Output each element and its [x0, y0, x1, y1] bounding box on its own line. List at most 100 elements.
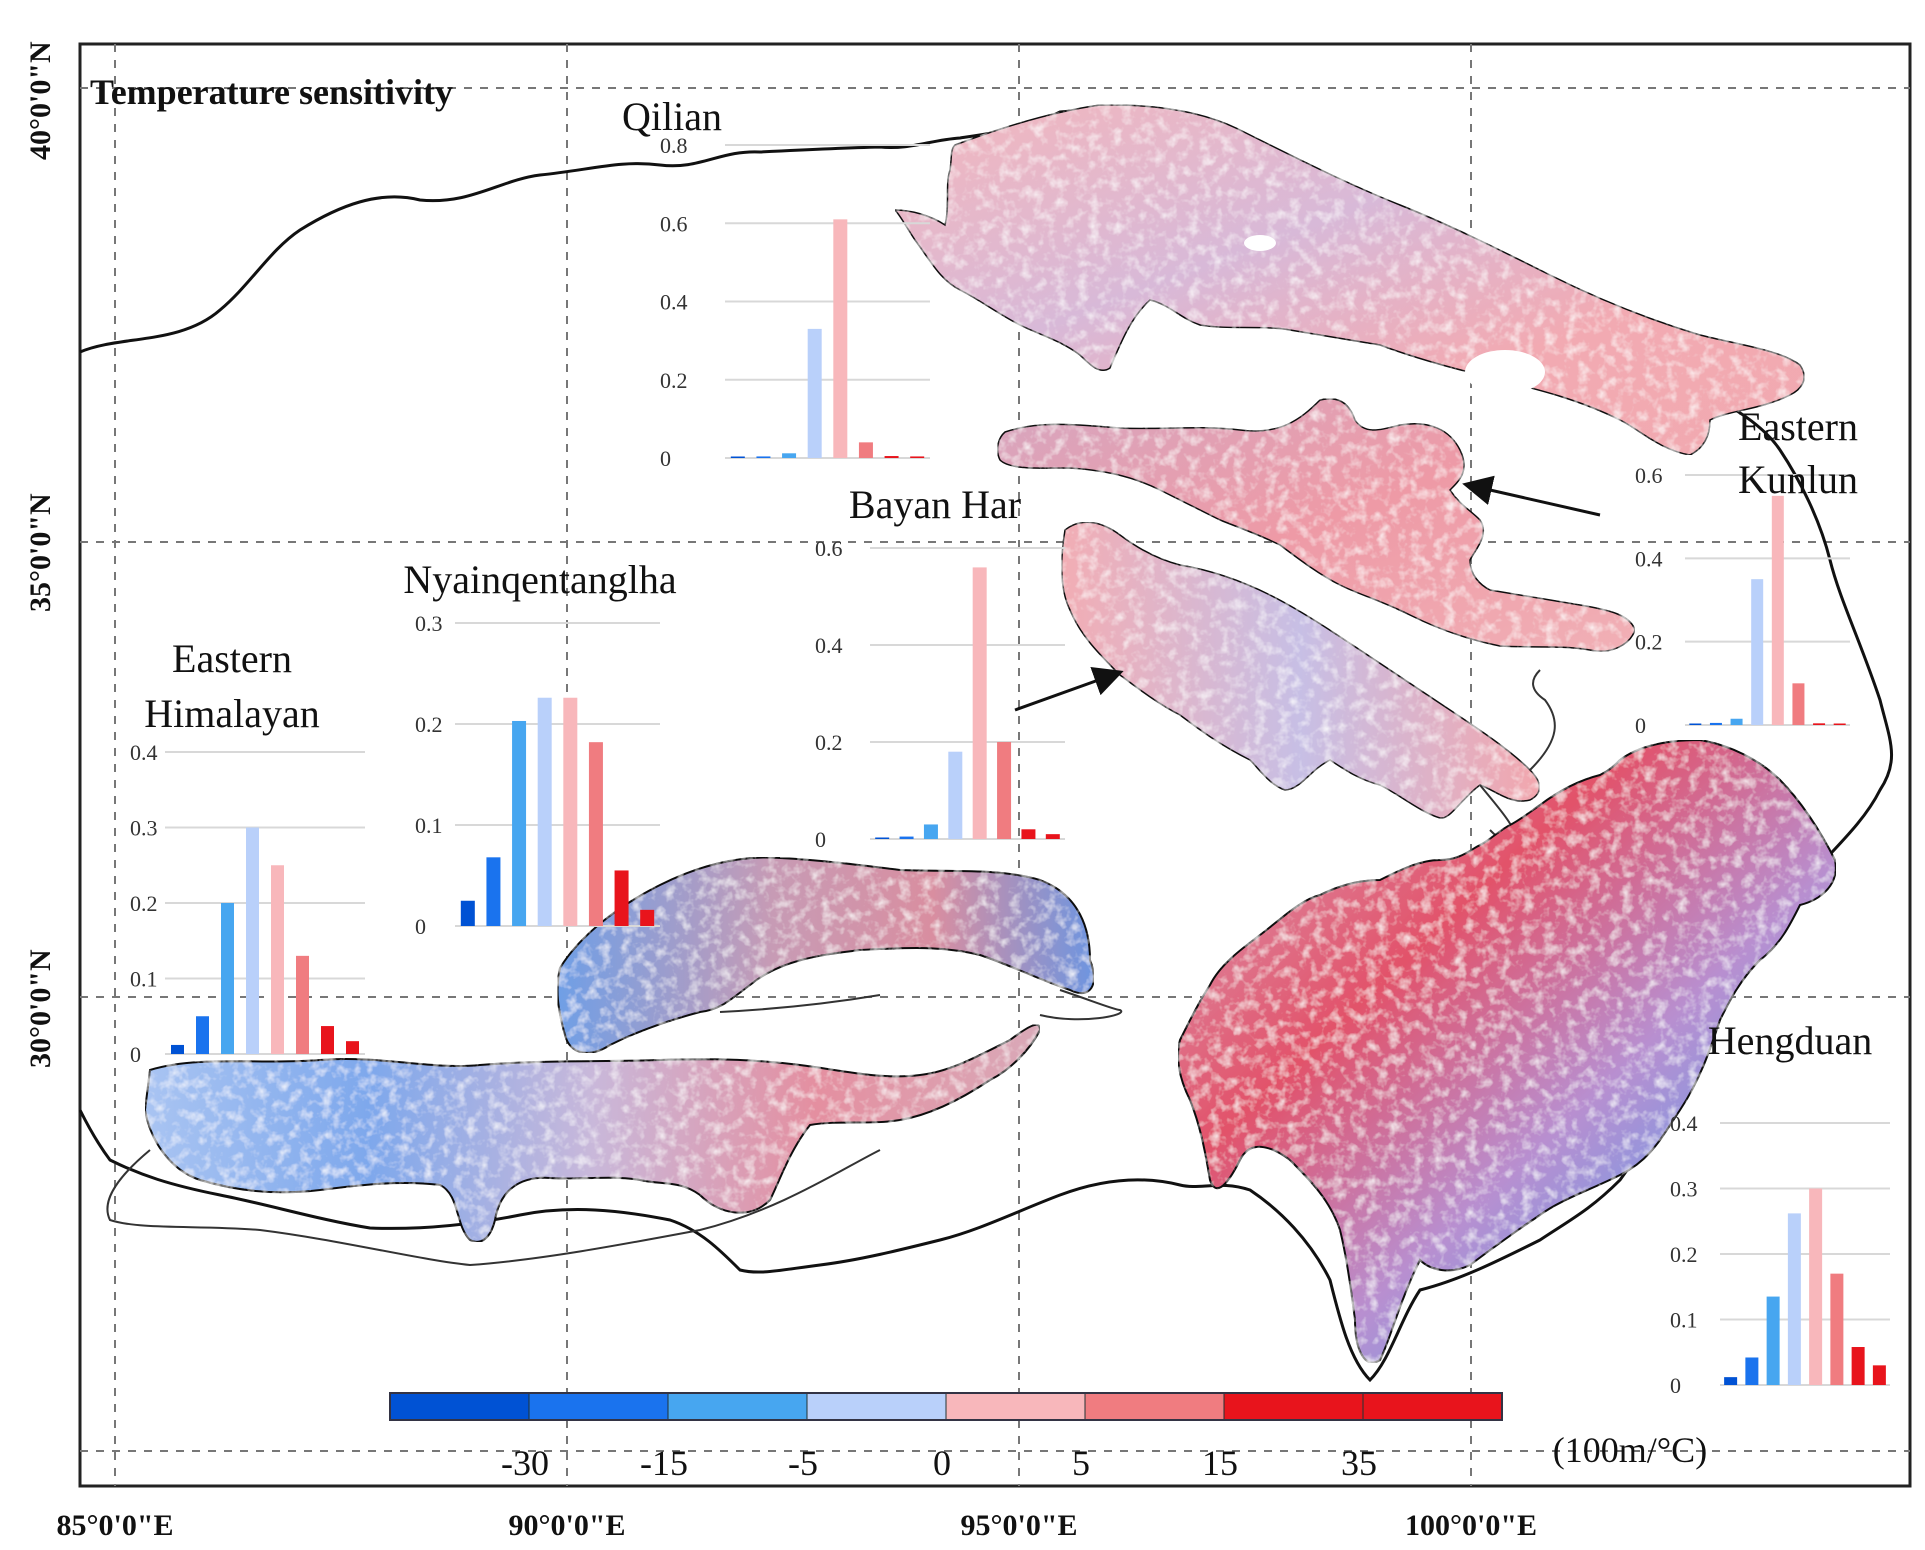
eastern-himalayan-ytick-label: 0	[130, 1042, 141, 1067]
eastern-himalayan-bar-5	[271, 865, 284, 1054]
colorbar-segment-6	[1084, 1392, 1225, 1421]
qilian-bar-2	[756, 456, 771, 458]
qilian-bar-6	[858, 442, 873, 458]
bayan-har-map-region	[1060, 521, 1541, 819]
nyainqentanglha-bar-2	[486, 857, 501, 926]
nyainqentanglha-ytick-label: 0.2	[415, 712, 443, 737]
qilian-gaps	[1244, 235, 1545, 394]
eastern-kunlun-bar-4	[1751, 579, 1764, 725]
eastern-himalayan-bar-6	[296, 955, 309, 1054]
qilian-ytick-label: 0.6	[660, 211, 688, 236]
eastern-kunlun-ytick-label: 0.4	[1635, 546, 1663, 571]
eastern-kunlun-bar-5	[1771, 495, 1784, 725]
bayan-har-bar-2	[899, 836, 914, 839]
eastern-himalayan-bar-1	[171, 1044, 184, 1054]
qilian-label: Qilian	[622, 94, 722, 139]
qilian-bar-5	[833, 219, 848, 458]
colorbar-segment-2	[528, 1392, 669, 1421]
hengduan-ytick-label: 0.4	[1670, 1111, 1698, 1136]
eastern-himalayan-ytick-label: 0.4	[130, 740, 158, 765]
eastern-kunlun-ytick-label: 0	[1635, 713, 1646, 738]
hengduan-map-region	[1177, 738, 1837, 1364]
eastern-kunlun-bar-7	[1813, 723, 1826, 725]
lon-label-85e: 85°0'0"E	[57, 1509, 174, 1542]
qilian-ytick-label: 0	[660, 446, 671, 471]
bayan-har-ytick-label: 0.2	[815, 730, 843, 755]
nyainqentanglha-map-region	[556, 856, 1095, 1054]
bayan-har-label: Bayan Har	[849, 482, 1021, 527]
colorbar: -30 -15 -5 0 5 15 35 (100m/°C)	[389, 1392, 1707, 1483]
hengduan-bar-4	[1787, 1213, 1801, 1385]
hengduan-bar-8	[1872, 1365, 1886, 1385]
lat-label-40n: 40°0'0"N	[24, 41, 57, 160]
bayan-har-bar-7	[1021, 829, 1036, 839]
colorbar-unit: (100m/°C)	[1553, 1430, 1707, 1470]
qilian-ytick-label: 0.8	[660, 133, 688, 158]
eastern-kunlun-bar-6	[1792, 683, 1805, 725]
nyainqentanglha-ytick-label: 0	[415, 914, 426, 939]
eastern-himalayan-ytick-label: 0.2	[130, 891, 158, 916]
hengduan-histogram: 0 0.1 0.2 0.3 0.4 Hengduan	[1670, 1018, 1890, 1398]
nyainqentanglha-bar-3	[512, 720, 527, 926]
nyainqentanglha-bar-6	[588, 742, 603, 926]
eastern-himalayan-ytick-label: 0.3	[130, 816, 158, 841]
colorbar-tick-label: 0	[933, 1443, 951, 1483]
eastern-himalayan-bar-8	[346, 1041, 359, 1054]
hengduan-ytick-label: 0.3	[1670, 1177, 1698, 1202]
hengduan-bar-3	[1766, 1296, 1780, 1385]
colorbar-tick-label: -15	[640, 1443, 688, 1483]
bayan-har-bar-3	[923, 824, 938, 839]
hengduan-bar-6	[1830, 1273, 1844, 1385]
eastern-himalayan-map-region	[143, 1023, 1042, 1243]
hengduan-ytick-label: 0	[1670, 1373, 1681, 1398]
colorbar-tick-label: 35	[1341, 1443, 1377, 1483]
qilian-ytick-label: 0.2	[660, 368, 688, 393]
colorbar-segment-5	[945, 1392, 1086, 1421]
eastern-himalayan-histogram: 0 0.1 0.2 0.3 0.4 Eastern Himalayan	[130, 636, 365, 1067]
colorbar-segment-7	[1223, 1392, 1364, 1421]
eastern-kunlun-bar-2	[1709, 722, 1722, 725]
hengduan-bar-5	[1809, 1188, 1823, 1385]
qilian-bar-1	[730, 456, 745, 458]
eastern-himalayan-bar-3	[221, 903, 234, 1054]
qilian-ytick-label: 0.4	[660, 290, 688, 315]
eastern-kunlun-bar-3	[1730, 718, 1743, 725]
hengduan-bar-7	[1851, 1347, 1865, 1385]
bayan-har-ytick-label: 0.4	[815, 633, 843, 658]
colorbar-tick-label: 15	[1202, 1443, 1238, 1483]
colorbar-tick-label: 5	[1072, 1443, 1090, 1483]
nyainqentanglha-bar-4	[537, 697, 552, 926]
qilian-bar-3	[782, 453, 797, 458]
qilian-bar-7	[884, 456, 899, 458]
lon-label-95e: 95°0'0"E	[961, 1509, 1078, 1542]
eastern-kunlun-ytick-label: 0.2	[1635, 630, 1663, 655]
eastern-himalayan-buffer	[106, 1149, 881, 1267]
nyainqentanglha-label: Nyainqentanglha	[403, 557, 676, 602]
eastern-kunlun-ytick-label: 0.6	[1635, 463, 1663, 488]
lon-label-90e: 90°0'0"E	[509, 1509, 626, 1542]
eastern-himalayan-bar-7	[321, 1026, 334, 1054]
colorbar-border	[389, 1392, 1503, 1421]
qilian-bar-8	[910, 456, 925, 458]
qilian-bar-4	[807, 328, 822, 458]
hengduan-bar-1	[1724, 1377, 1738, 1385]
eastern-himalayan-label: Eastern	[172, 636, 292, 681]
nyainqentanglha-buffer	[719, 989, 1123, 1021]
colorbar-segment-3	[667, 1392, 808, 1421]
lat-label-30n: 30°0'0"N	[24, 949, 57, 1068]
bayan-har-ytick-label: 0.6	[815, 536, 843, 561]
bayan-har-arrow	[1014, 666, 1124, 712]
bayan-har-bar-6	[997, 742, 1012, 839]
nyainqentanglha-ytick-label: 0.3	[415, 611, 443, 636]
bayan-har-ytick-label: 0	[815, 827, 826, 852]
figure-title: Temperature sensitivity	[90, 72, 453, 112]
nyainqentanglha-bar-5	[563, 697, 578, 926]
eastern-kunlun-map-region	[996, 398, 1636, 652]
eastern-kunlun-arrow	[1462, 475, 1601, 517]
colorbar-segment-4	[806, 1392, 947, 1421]
eastern-himalayan-bar-4	[246, 827, 259, 1054]
